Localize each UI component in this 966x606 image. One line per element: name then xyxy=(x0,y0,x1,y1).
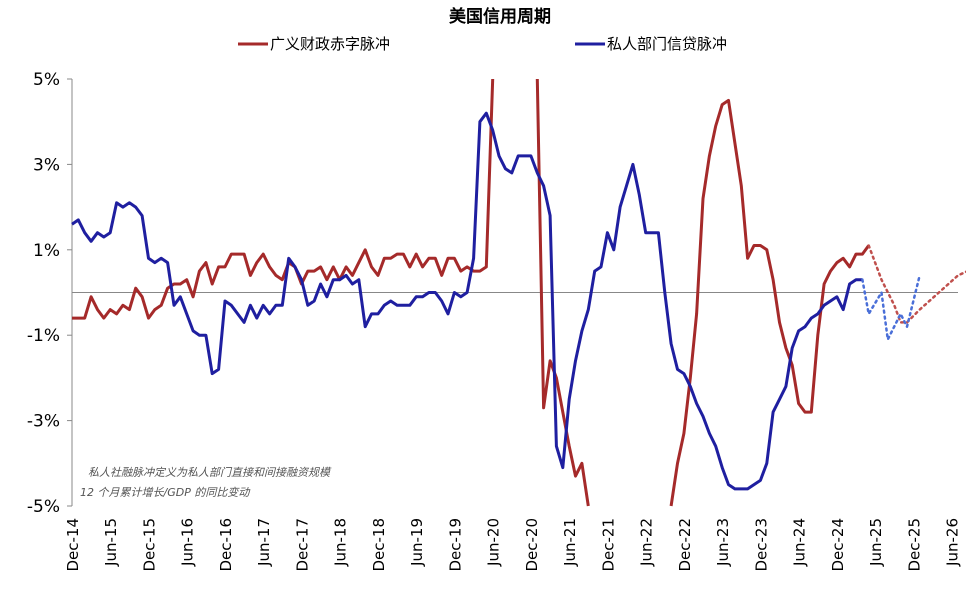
x-tick-label: Jun-22 xyxy=(638,518,656,567)
x-tick-label: Jun-16 xyxy=(179,518,197,567)
x-tick-label: Jun-24 xyxy=(791,518,809,567)
x-tick-label: Dec-21 xyxy=(599,518,617,572)
x-tick-label: Jun-15 xyxy=(102,518,120,567)
x-tick-label: Dec-25 xyxy=(905,518,923,572)
x-tick-label: Dec-23 xyxy=(752,518,770,572)
x-tick-label: Jun-20 xyxy=(485,518,503,567)
legend-label-fiscal: 广义财政赤字脉冲 xyxy=(270,35,390,53)
x-tick-label: Dec-16 xyxy=(217,518,235,572)
x-tick-label: Dec-22 xyxy=(676,518,694,572)
series-line-4 xyxy=(71,111,863,491)
x-tick-label: Dec-19 xyxy=(446,518,464,572)
x-tick-label: Jun-23 xyxy=(714,518,732,567)
series-line-0 xyxy=(72,78,495,320)
x-tick-label: Jun-18 xyxy=(332,518,350,567)
series-line-1 xyxy=(535,78,590,507)
y-axis: 5% 3% 1% -1% -3% -5% xyxy=(27,70,73,517)
chart-title: 美国信用周期 xyxy=(449,6,551,27)
legend-label-credit: 私人部门信贷脉冲 xyxy=(607,35,727,53)
x-tick-label: Jun-21 xyxy=(561,518,579,567)
note-line-1: 私人社融脉冲定义为私人部门直接和间接融资规模 xyxy=(88,466,332,479)
x-tick-label: Dec-18 xyxy=(370,518,388,572)
x-tick-label: Dec-20 xyxy=(523,518,541,572)
chart-note: 私人社融脉冲定义为私人部门直接和间接融资规模 12 个月累计增长/GDP 的同比… xyxy=(80,466,332,499)
x-tick-label: Dec-15 xyxy=(140,518,158,572)
x-tick-label: Dec-24 xyxy=(829,518,847,572)
x-tick-label: Jun-25 xyxy=(867,518,885,567)
y-tick-label: 5% xyxy=(33,70,60,90)
series-line-5 xyxy=(861,274,921,341)
y-tick-label: 3% xyxy=(33,155,60,175)
series-line-2 xyxy=(669,98,870,507)
y-tick-label: -1% xyxy=(27,326,60,346)
y-tick-label: 1% xyxy=(33,241,60,261)
x-axis: Dec-14 Jun-15 Dec-15 Jun-16 Dec-16 Jun-17 Dec-… xyxy=(64,518,962,572)
note-line-2: 12 个月累计增长/GDP 的同比变动 xyxy=(80,486,251,499)
series-layer xyxy=(71,78,966,507)
series-line-3 xyxy=(867,244,966,324)
legend: 广义财政赤字脉冲 私人部门信贷脉冲 xyxy=(238,35,727,53)
x-tick-label: Jun-19 xyxy=(408,518,426,567)
y-tick-label: -3% xyxy=(27,412,60,432)
x-tick-label: Dec-17 xyxy=(293,518,311,572)
x-tick-label: Jun-26 xyxy=(944,518,962,567)
x-tick-label: Dec-14 xyxy=(64,518,82,572)
y-tick-label: -5% xyxy=(27,497,60,517)
x-tick-label: Jun-17 xyxy=(255,518,273,567)
